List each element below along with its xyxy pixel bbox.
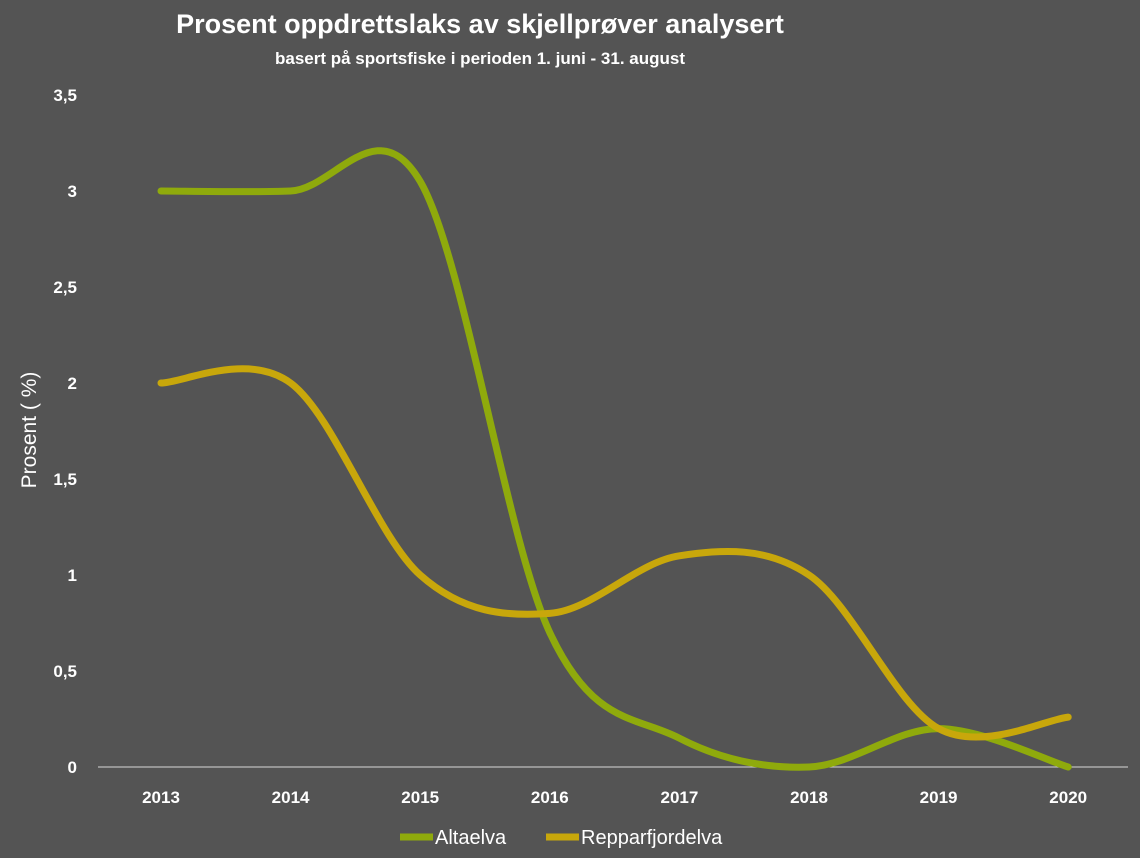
- x-axis: 2013 2014 2015 2016 2017 2018 2019 2020: [142, 788, 1087, 807]
- y-tick-label: 3: [68, 182, 77, 201]
- y-tick-label: 1,5: [53, 470, 77, 489]
- series-line-altaelva: [157, 147, 1072, 771]
- x-tick-label: 2015: [401, 788, 439, 807]
- x-tick-label: 2018: [790, 788, 828, 807]
- legend-label: Altaelva: [435, 827, 507, 849]
- series-line-repparfjordelva: [157, 365, 1072, 741]
- y-tick-label: 0: [68, 758, 77, 777]
- y-tick-label: 0,5: [53, 662, 77, 681]
- y-axis-label: Prosent ( %): [18, 372, 41, 489]
- legend-label: Repparfjordelva: [581, 827, 723, 849]
- x-tick-label: 2019: [920, 788, 958, 807]
- chart-subtitle: basert på sportsfiske i perioden 1. juni…: [275, 49, 685, 68]
- series-lines: [157, 147, 1072, 771]
- y-tick-label: 3,5: [53, 86, 77, 105]
- legend: Altaelva Repparfjordelva: [400, 827, 723, 849]
- x-tick-label: 2013: [142, 788, 180, 807]
- x-tick-label: 2016: [531, 788, 569, 807]
- chart-title: Prosent oppdrettslaks av skjellprøver an…: [176, 9, 784, 39]
- x-tick-label: 2014: [272, 788, 310, 807]
- x-tick-label: 2017: [660, 788, 698, 807]
- y-tick-label: 1: [68, 566, 77, 585]
- y-axis: 0 0,5 1 1,5 2 2,5 3 3,5: [53, 86, 77, 777]
- y-tick-label: 2,5: [53, 278, 77, 297]
- x-tick-label: 2020: [1049, 788, 1087, 807]
- y-tick-label: 2: [68, 374, 77, 393]
